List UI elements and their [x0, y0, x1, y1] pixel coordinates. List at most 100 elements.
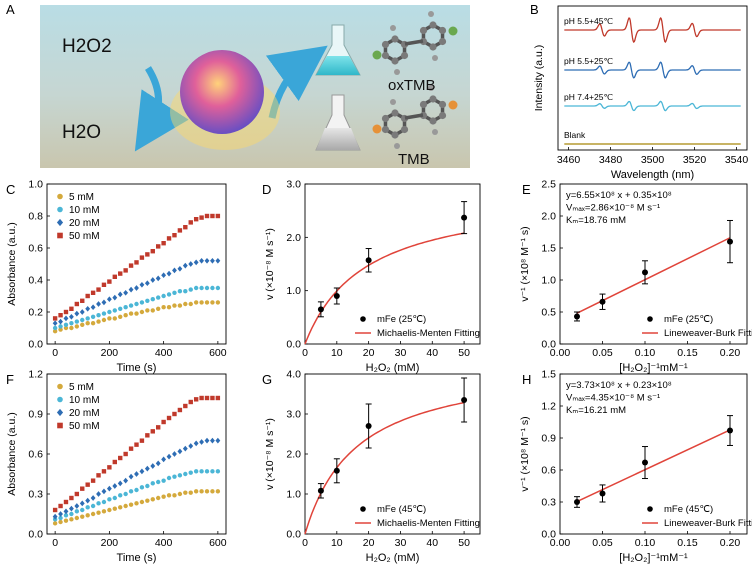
series-20-mm [52, 437, 221, 520]
data-point [155, 306, 161, 311]
data-point [177, 448, 183, 455]
data-point [101, 317, 107, 323]
y-axis-label: Absorbance (a.u.) [6, 222, 18, 305]
data-point [112, 316, 118, 321]
spectrum-label: Blank [564, 130, 586, 140]
legend-entry: mFe (25℃) [664, 314, 713, 325]
legend-marker [360, 316, 366, 322]
data-point [161, 419, 166, 425]
oxtmb-label: oxTMB [388, 77, 436, 94]
x-axis-label: H₂O₂ (mM) [366, 362, 420, 374]
data-point [177, 303, 183, 308]
y-tick-label: 2.5 [541, 179, 556, 191]
x-tick-label: 200 [101, 347, 119, 359]
data-point [188, 399, 193, 405]
molecule-atom [391, 35, 399, 43]
molecule-atom [419, 100, 428, 109]
data-point [172, 411, 177, 417]
data-point [85, 513, 90, 518]
chart-b: 3460 3480 3500 3520 3540 Wavelength (nm) Inten… [530, 2, 748, 181]
data-point [90, 321, 96, 326]
data-point [150, 277, 156, 283]
data-point [177, 265, 183, 272]
data-point [107, 279, 112, 284]
plot-frame [557, 5, 748, 151]
data-point [204, 489, 210, 494]
data-point [193, 259, 199, 266]
data-point [166, 236, 172, 241]
series-5-mm [52, 300, 221, 334]
x-tick-label: 3460 [557, 154, 581, 166]
data-point [123, 313, 128, 318]
data-point [166, 453, 172, 460]
x-tick-label: 10 [331, 347, 343, 359]
data-point [183, 471, 188, 477]
data-point [134, 501, 139, 506]
data-point [599, 298, 606, 305]
data-point [210, 469, 215, 474]
y-tick-label: 0.0 [541, 339, 556, 351]
data-point [96, 287, 101, 292]
data-point [90, 495, 96, 501]
data-point [177, 491, 183, 497]
data-point [193, 489, 199, 494]
data-point [215, 257, 221, 264]
series-10-mm [52, 469, 221, 522]
data-point [69, 306, 74, 311]
spectrum-label: pH 7.4+25℃ [564, 92, 613, 102]
data-point [118, 271, 123, 276]
molecule-atom [429, 117, 437, 125]
data-point [150, 308, 155, 313]
data-point [90, 503, 96, 509]
data-point [155, 460, 161, 467]
data-point [52, 513, 58, 520]
data-point [204, 285, 210, 291]
y-tick-label: 0.0 [541, 529, 556, 541]
data-point [317, 487, 324, 494]
fit-line [576, 429, 731, 503]
data-point [112, 274, 118, 279]
data-point [74, 310, 80, 317]
y-tick-label: 0.0 [286, 339, 301, 351]
chart-g: 0 10 20 30 40 50 0.0 1.0 2.0 3.0 4.0 H₂O₂ (mM) v (×1… [262, 369, 481, 564]
data-point [74, 509, 80, 514]
data-point [56, 408, 64, 417]
spectrum-label: pH 5.5+45℃ [564, 16, 613, 26]
data-point [365, 423, 372, 429]
y-tick-label: 4.0 [286, 369, 301, 381]
legend-entry: Lineweaver-Burk Fitting [664, 518, 752, 529]
data-point [96, 319, 101, 324]
data-point [58, 318, 63, 325]
data-point [74, 515, 80, 521]
data-point [80, 298, 85, 303]
x-tick-label: 3520 [683, 154, 707, 166]
molecule-methyl [432, 55, 438, 61]
data-point [188, 443, 194, 449]
legend-entry: 50 mM [69, 231, 100, 242]
molecule-atom [391, 109, 399, 117]
data-point [204, 395, 210, 401]
data-point [52, 329, 58, 334]
flask-bottom-icon [315, 94, 361, 151]
legend-entry: 10 mM [69, 205, 100, 216]
data-point [128, 446, 134, 451]
data-point [101, 488, 107, 495]
data-point [134, 471, 139, 477]
data-point [85, 293, 90, 299]
data-point [155, 244, 161, 249]
data-point [134, 311, 139, 316]
data-point [199, 489, 204, 494]
data-point [63, 322, 69, 327]
panel-label: B [530, 2, 539, 17]
y-tick-label: 0.6 [28, 449, 43, 461]
data-point [210, 213, 215, 219]
data-point [161, 293, 166, 299]
data-point [166, 493, 172, 498]
data-point [204, 437, 210, 444]
data-point [74, 319, 80, 324]
molecule-methyl [394, 69, 400, 75]
data-point [101, 299, 107, 306]
x-axis-label: Time (s) [117, 362, 157, 374]
data-point [215, 285, 221, 291]
data-point [166, 270, 172, 277]
